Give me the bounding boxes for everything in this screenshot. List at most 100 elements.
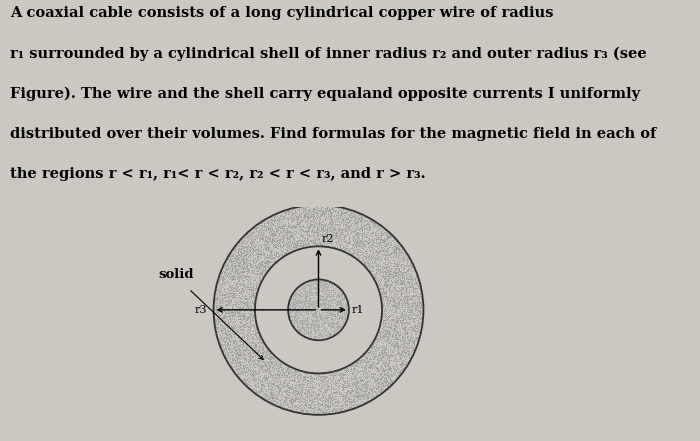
Point xyxy=(391,249,402,256)
Point xyxy=(264,227,275,234)
Point xyxy=(250,251,261,258)
Point xyxy=(393,349,405,356)
Point xyxy=(255,234,266,241)
Point xyxy=(264,224,275,231)
Point xyxy=(251,251,262,258)
Point xyxy=(410,328,421,335)
Point xyxy=(214,288,225,295)
Point xyxy=(249,318,260,325)
Point xyxy=(303,380,314,387)
Point xyxy=(314,333,326,340)
Point xyxy=(230,316,241,323)
Point xyxy=(405,301,416,308)
Point xyxy=(329,307,340,314)
Point xyxy=(286,245,297,252)
Point xyxy=(243,342,254,349)
Point xyxy=(360,383,371,390)
Point xyxy=(286,401,297,408)
Point xyxy=(321,288,332,295)
Point xyxy=(378,319,389,326)
Point xyxy=(231,307,242,314)
Point xyxy=(289,384,300,391)
Point xyxy=(302,232,314,239)
Point xyxy=(213,301,224,308)
Point xyxy=(399,263,410,270)
Point xyxy=(275,386,286,393)
Point xyxy=(325,312,336,319)
Point xyxy=(305,283,316,290)
Point xyxy=(374,239,386,247)
Point xyxy=(404,338,415,345)
Point xyxy=(265,389,276,396)
Point xyxy=(393,265,404,273)
Point xyxy=(260,389,272,396)
Point xyxy=(278,227,289,234)
Point xyxy=(362,352,373,359)
Point xyxy=(302,377,314,384)
Point xyxy=(398,329,409,336)
Point xyxy=(322,318,333,325)
Point xyxy=(232,282,244,289)
Point xyxy=(342,384,354,391)
Point xyxy=(257,259,268,266)
Point xyxy=(250,237,261,244)
Point xyxy=(356,393,368,400)
Point xyxy=(336,304,347,311)
Point xyxy=(298,287,309,294)
Point xyxy=(234,306,246,313)
Point xyxy=(332,371,343,378)
Point xyxy=(248,242,259,249)
Point xyxy=(383,339,394,346)
Point xyxy=(248,276,259,283)
Point xyxy=(295,396,307,404)
Point xyxy=(273,252,284,259)
Point xyxy=(287,209,298,217)
Point xyxy=(258,395,269,402)
Point xyxy=(241,264,252,271)
Point xyxy=(265,370,276,377)
Point xyxy=(293,308,304,315)
Point xyxy=(302,288,313,295)
Point xyxy=(302,399,313,406)
Point xyxy=(228,261,239,268)
Point xyxy=(309,297,321,304)
Point xyxy=(358,228,370,235)
Point xyxy=(331,288,342,295)
Point xyxy=(234,369,245,376)
Point xyxy=(384,306,395,314)
Point xyxy=(234,325,245,333)
Point xyxy=(375,369,386,376)
Point xyxy=(250,340,261,347)
Point xyxy=(300,381,312,389)
Point xyxy=(269,218,280,225)
Point xyxy=(239,256,250,263)
Point xyxy=(373,344,384,351)
Point xyxy=(243,236,254,243)
Point xyxy=(340,407,351,414)
Point xyxy=(296,226,307,233)
Point xyxy=(222,293,233,300)
Point xyxy=(377,239,388,246)
Point xyxy=(229,311,240,318)
Point xyxy=(228,343,239,350)
Point xyxy=(332,229,343,236)
Point xyxy=(286,313,297,320)
Point xyxy=(377,296,388,303)
Point xyxy=(300,308,311,315)
Point xyxy=(332,382,343,389)
Point xyxy=(258,220,270,227)
Point xyxy=(300,281,311,288)
Point xyxy=(283,384,294,391)
Point xyxy=(391,320,402,327)
Point xyxy=(321,381,332,388)
Point xyxy=(223,282,235,289)
Point xyxy=(351,209,363,216)
Point xyxy=(328,281,339,288)
Point xyxy=(283,369,294,376)
Point xyxy=(284,370,295,377)
Point xyxy=(384,366,395,373)
Point xyxy=(349,379,360,386)
Point xyxy=(391,318,402,325)
Point xyxy=(375,336,386,344)
Point xyxy=(389,298,400,305)
